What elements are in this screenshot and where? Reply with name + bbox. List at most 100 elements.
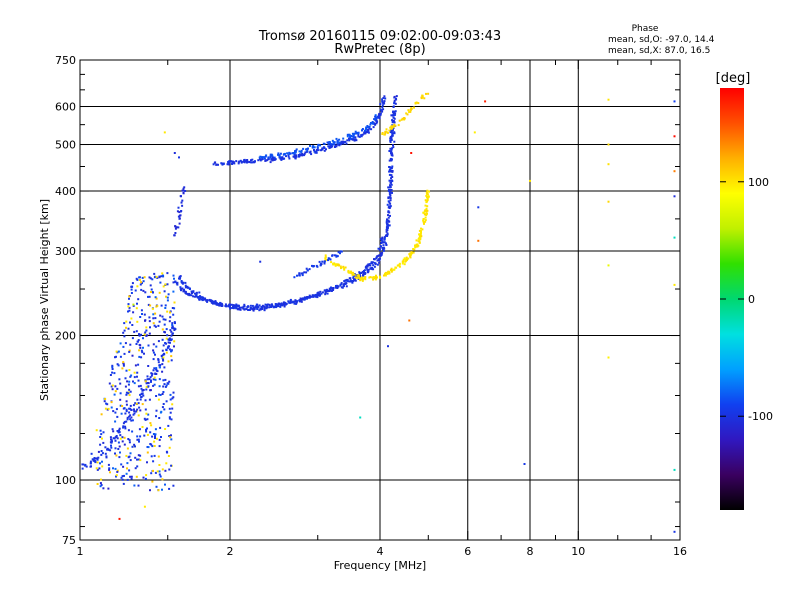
data-point [342,137,345,140]
data-point [424,216,427,219]
data-point [381,251,384,254]
data-point [125,410,128,413]
data-point [117,350,120,353]
data-point [184,281,187,284]
data-point [144,331,147,334]
data-point [361,128,364,130]
data-point [301,274,304,277]
data-point [122,361,125,364]
data-point [165,462,168,465]
data-point [191,291,194,294]
data-point [330,144,333,147]
data-point [165,384,168,387]
data-point [274,305,277,307]
data-point [143,276,146,279]
data-point [198,298,201,301]
data-point [349,279,352,282]
data-point [139,346,142,349]
data-point [379,108,382,111]
data-point [154,378,157,381]
data-point [89,460,92,463]
data-point [278,155,281,158]
data-point [282,153,285,156]
data-point [391,129,394,132]
data-point [172,281,175,284]
data-point [182,187,185,190]
data-point [321,147,324,150]
data-point [367,129,370,132]
data-point [141,392,144,395]
data-point [270,158,273,161]
data-point [155,367,158,370]
data-point [105,456,108,459]
data-point [340,140,343,143]
data-point [373,258,375,261]
data-point [137,339,140,342]
data-point [138,349,141,352]
data-point [415,239,418,242]
data-point [673,170,676,173]
data-point [126,447,129,450]
data-point [393,112,396,115]
data-point [389,186,392,189]
data-point [169,398,172,401]
x-tick-label-10: 10 [571,545,585,558]
data-point [231,160,234,163]
data-point [149,376,152,379]
data-point [252,309,255,312]
data-point [164,304,167,307]
data-point [386,222,389,225]
data-point [127,305,130,308]
data-point [335,137,338,140]
data-point [179,195,182,198]
data-point [115,475,117,478]
data-point [124,425,127,428]
data-point [419,236,422,239]
data-point [160,304,163,307]
data-point [131,430,134,433]
data-points [81,92,676,533]
data-point [317,149,320,152]
data-point [152,384,155,387]
data-point [165,351,168,354]
data-point [423,97,426,100]
data-point [122,345,125,348]
data-point [121,436,124,439]
data-point [389,214,391,217]
data-point [393,95,396,98]
data-point [313,146,316,149]
data-point [316,147,319,149]
data-point [372,264,375,267]
data-point [421,94,424,97]
data-point [382,108,385,111]
data-point [673,283,676,286]
data-point [137,298,140,301]
data-point [167,424,170,427]
data-point [271,159,274,162]
data-point [345,142,348,145]
data-point [420,235,423,238]
data-point [157,359,160,361]
data-point [158,366,161,369]
data-point [356,274,359,277]
data-point [373,265,376,268]
data-point [193,295,196,298]
data-point [386,224,389,227]
data-point [136,435,139,438]
data-point [309,150,312,153]
data-point [381,98,384,101]
data-point [274,158,277,161]
data-point [401,262,404,265]
data-point [266,303,269,306]
data-point [168,339,171,342]
data-point [132,413,135,416]
data-point [139,279,141,281]
data-point [121,475,124,478]
data-point [161,393,164,395]
data-point [397,124,400,127]
data-point [148,276,151,279]
colorbar-unit-label: [deg] [716,71,751,86]
chart-title: Tromsø 20160115 09:02:00-09:03:43 [258,29,501,44]
data-point [327,259,329,262]
